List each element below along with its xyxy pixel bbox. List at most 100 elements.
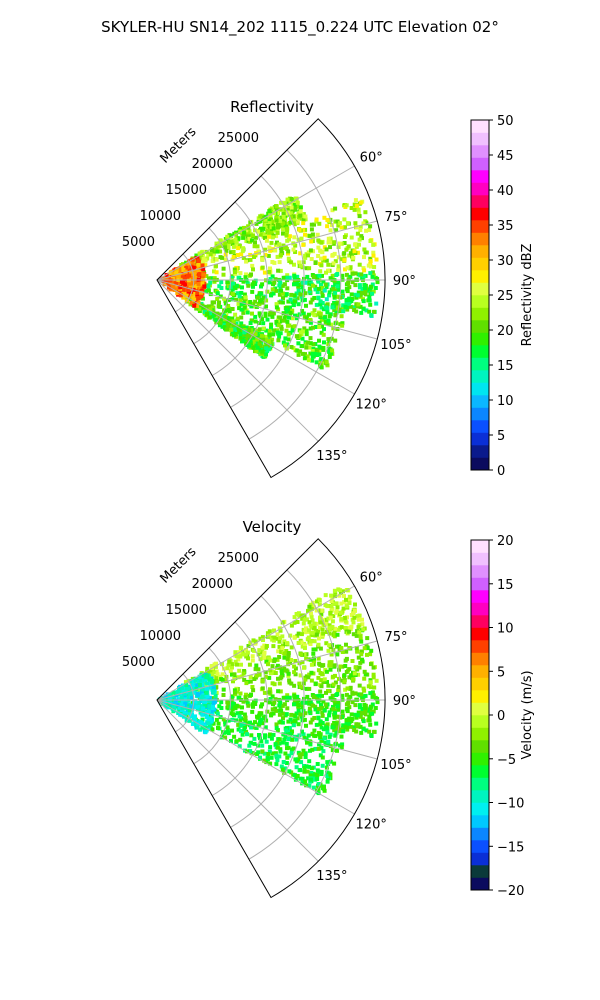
echo-bin [311, 342, 316, 347]
echo-bin [180, 701, 184, 706]
echo-bin [363, 210, 368, 215]
echo-bin [295, 204, 300, 209]
echo-bin [207, 699, 212, 704]
echo-bin [332, 588, 337, 593]
echo-bin [277, 741, 282, 746]
echo-bin [195, 267, 200, 272]
echo-bin [281, 760, 286, 764]
echo-bin [250, 723, 255, 727]
echo-bin [313, 772, 318, 777]
echo-bin [280, 291, 285, 296]
echo-bin [174, 281, 179, 286]
echo-bin [277, 292, 282, 297]
echo-bin [291, 303, 296, 308]
echo-bin [341, 309, 346, 314]
echo-bin [320, 713, 325, 718]
echo-bin [285, 726, 289, 730]
echo-bin [342, 616, 347, 620]
echo-bin [239, 729, 243, 734]
echo-bin [324, 270, 328, 275]
echo-bin [295, 219, 300, 224]
colorbar-swatch [471, 627, 489, 641]
echo-bin [354, 729, 359, 734]
echo-bin [350, 659, 355, 663]
echo-bin [327, 660, 332, 665]
echo-bin [322, 785, 326, 790]
echo-bin [351, 677, 356, 682]
echo-bin [360, 657, 364, 662]
echo-bin [274, 218, 279, 223]
echo-bin [266, 343, 270, 348]
sector-frame [156, 118, 386, 479]
echo-bin [349, 299, 354, 304]
echo-bin [361, 299, 366, 304]
azimuth-tick-label: 105° [380, 338, 411, 353]
echo-bin [358, 633, 363, 638]
echo-bin [317, 602, 322, 607]
colorbar-swatch [471, 195, 489, 208]
echo-bin [229, 695, 234, 700]
echo-bin [206, 721, 211, 726]
echo-bin [248, 334, 253, 339]
echo-bin [275, 222, 280, 227]
echo-bin [272, 659, 277, 664]
echo-bin [268, 215, 273, 220]
echo-bin [327, 355, 332, 359]
echo-bin [311, 651, 316, 656]
echo-bin [267, 245, 272, 250]
echo-bin [221, 687, 226, 692]
echo-bin [358, 200, 363, 205]
echo-bin [230, 712, 235, 717]
echo-bin [234, 654, 239, 659]
colorbar-tick-label: 20 [497, 534, 514, 549]
echo-bin [225, 725, 230, 730]
echo-bin [347, 675, 352, 680]
echo-bin [319, 769, 324, 774]
echo-bin [212, 249, 217, 254]
echo-bin [202, 307, 207, 312]
echo-bin [282, 282, 287, 287]
echo-bin [195, 725, 200, 730]
echo-bin [256, 750, 261, 755]
colorbar-swatch [471, 332, 489, 346]
echo-bin [337, 648, 342, 653]
range-ring [248, 569, 342, 860]
echo-bin [326, 776, 331, 781]
echo-bin [182, 276, 187, 281]
echo-bin [263, 670, 268, 675]
echo-bin [248, 257, 253, 262]
echo-bin [243, 715, 248, 720]
colorbar-label: Reflectivity dBZ [520, 244, 535, 347]
echo-bin [299, 714, 304, 719]
echo-bin [319, 608, 324, 613]
echo-bin [324, 669, 329, 674]
echo-bin [313, 704, 318, 709]
echo-bin [312, 312, 317, 317]
echo-bin [283, 751, 288, 756]
echo-bin [180, 698, 185, 703]
echo-bin [223, 241, 228, 246]
echo-bin [341, 729, 346, 734]
echo-bin [300, 285, 305, 290]
range-tick-label: 10000 [140, 629, 181, 644]
echo-bin [278, 319, 283, 324]
echo-bin [319, 305, 324, 310]
echo-bin [204, 274, 209, 279]
echo-bin [355, 724, 360, 729]
echo-bin [274, 722, 279, 727]
echo-bin [333, 288, 338, 293]
echo-bin [219, 700, 224, 705]
range-tick-label: 25000 [218, 131, 259, 146]
echo-bin [256, 249, 261, 254]
echo-bin [251, 284, 255, 289]
echo-bin [269, 755, 274, 760]
echo-bin [325, 774, 330, 778]
echo-bin [353, 602, 357, 607]
echo-bin [223, 735, 228, 740]
echo-bin [292, 273, 297, 278]
echo-bin [267, 230, 272, 235]
echo-bin [330, 606, 335, 611]
echo-bin [232, 688, 237, 693]
echo-bin [252, 677, 257, 681]
echo-bin [235, 291, 240, 296]
